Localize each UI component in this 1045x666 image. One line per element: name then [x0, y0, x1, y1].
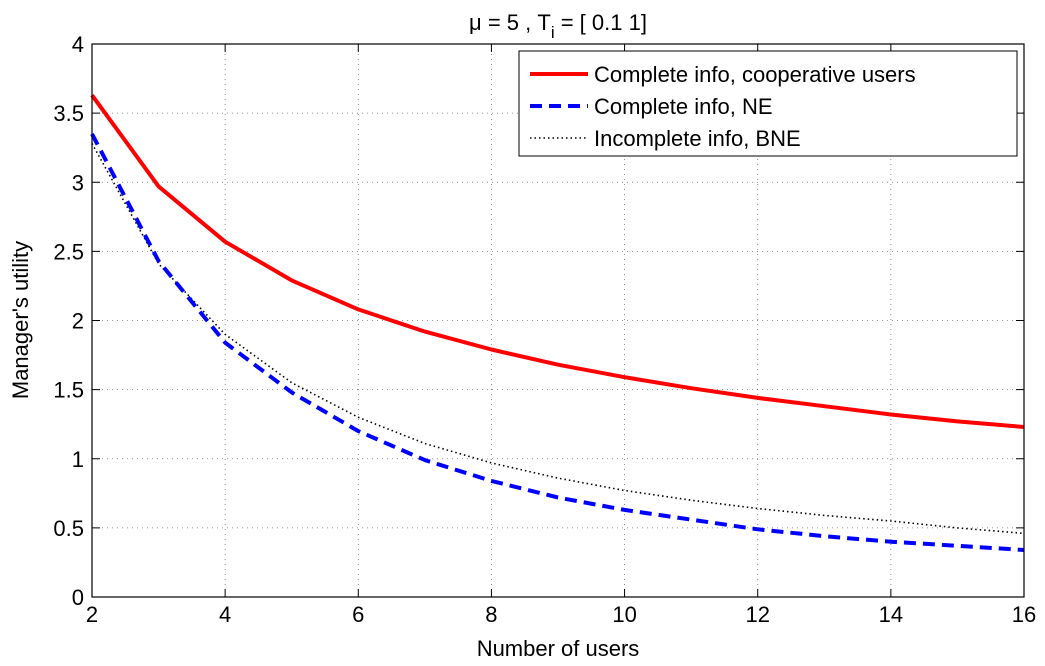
legend-label-1: Complete info, NE — [594, 94, 773, 119]
legend-box — [518, 50, 1018, 157]
x-tick-label: 14 — [879, 602, 903, 627]
series-layer — [90, 94, 1025, 552]
legend-label-2: Incomplete info, BNE — [594, 126, 801, 151]
series-line-2 — [91, 143, 1025, 535]
y-tick-label: 4 — [72, 32, 84, 57]
x-tick-label: 8 — [485, 602, 497, 627]
x-tick-label: 10 — [612, 602, 636, 627]
y-axis-label: Manager's utility — [8, 241, 33, 399]
x-tick-label: 4 — [219, 602, 231, 627]
y-tick-label: 0 — [72, 585, 84, 610]
series-line-0 — [90, 94, 1025, 429]
series-line-1 — [90, 132, 1025, 552]
chart-title: μ = 5 , Ti = [ 0.1 1] — [469, 10, 647, 42]
ticks: 2 4 6 8 10 12 14 16 0 0.5 1 1.5 2 2.5 3 3.5 4 — [53, 32, 1036, 627]
y-tick-label: 2.5 — [53, 239, 84, 264]
y-tick-label: 1 — [72, 447, 84, 472]
grid — [92, 44, 1024, 597]
y-tick-label: 3 — [72, 170, 84, 195]
y-tick-label: 0.5 — [53, 516, 84, 541]
x-tick-label: 12 — [745, 602, 769, 627]
x-axis-label: Number of users — [477, 636, 640, 661]
y-tick-label: 1.5 — [53, 378, 84, 403]
y-tick-label: 2 — [72, 309, 84, 334]
legend: Complete info, cooperative users Complete… — [518, 50, 1018, 157]
x-tick-label: 2 — [86, 602, 98, 627]
x-tick-label: 6 — [352, 602, 364, 627]
legend-label-0: Complete info, cooperative users — [594, 62, 916, 87]
x-tick-label: 16 — [1012, 602, 1036, 627]
y-tick-label: 3.5 — [53, 101, 84, 126]
